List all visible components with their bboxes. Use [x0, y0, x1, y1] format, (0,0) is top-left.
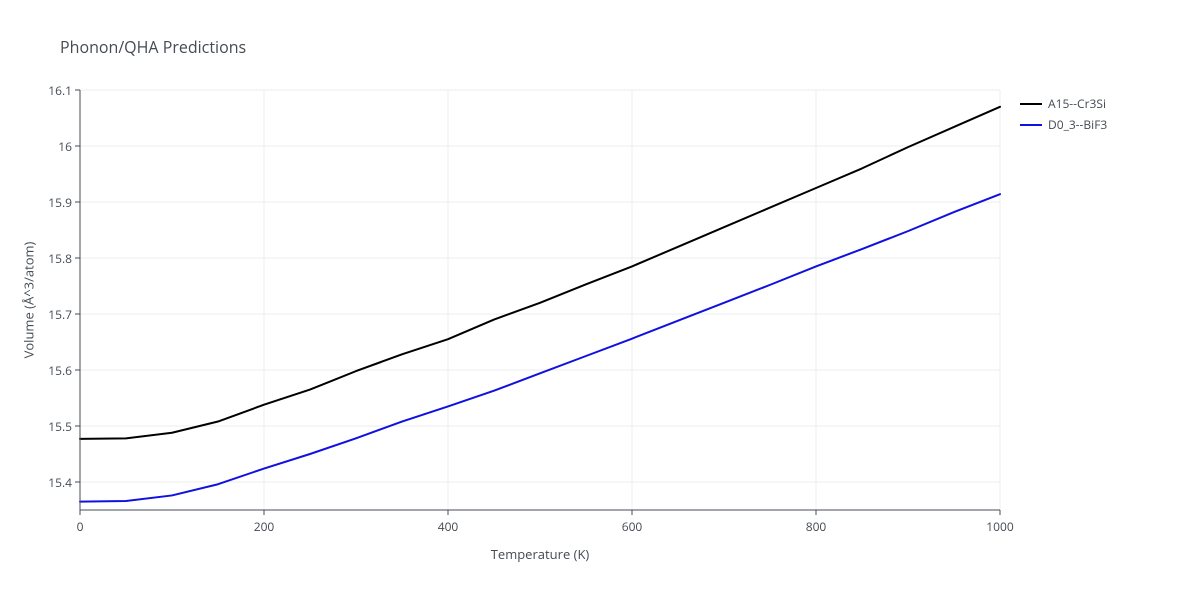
legend-label: D0_3--BiF3 — [1048, 116, 1107, 133]
legend-swatch — [1020, 124, 1042, 126]
plot-area — [80, 90, 1000, 510]
x-axis-label: Temperature (K) — [80, 545, 1000, 563]
y-tick-label: 15.6 — [48, 362, 72, 379]
y-tick-label: 15.8 — [48, 250, 72, 267]
y-tick-label: 16 — [58, 138, 72, 155]
chart-canvas — [80, 90, 1000, 510]
x-tick-label: 200 — [244, 518, 284, 535]
y-axis-label-text: Volume (Å^3/atom) — [19, 242, 37, 359]
y-axis-label: Volume (Å^3/atom) — [18, 90, 38, 510]
legend-item[interactable]: D0_3--BiF3 — [1020, 116, 1107, 133]
y-tick-label: 15.7 — [48, 306, 72, 323]
x-tick-label: 800 — [796, 518, 836, 535]
x-tick-label: 400 — [428, 518, 468, 535]
y-tick-label: 15.4 — [48, 474, 72, 491]
chart-title: Phonon/QHA Predictions — [60, 36, 246, 58]
legend-label: A15--Cr3Si — [1048, 95, 1106, 112]
legend: A15--Cr3Si D0_3--BiF3 — [1020, 95, 1107, 137]
legend-swatch — [1020, 103, 1042, 105]
x-tick-label: 600 — [612, 518, 652, 535]
y-tick-label: 15.9 — [48, 194, 72, 211]
y-tick-label: 15.5 — [48, 418, 72, 435]
x-tick-label: 0 — [60, 518, 100, 535]
legend-item[interactable]: A15--Cr3Si — [1020, 95, 1107, 112]
x-tick-label: 1000 — [980, 518, 1020, 535]
y-tick-label: 16.1 — [48, 82, 72, 99]
